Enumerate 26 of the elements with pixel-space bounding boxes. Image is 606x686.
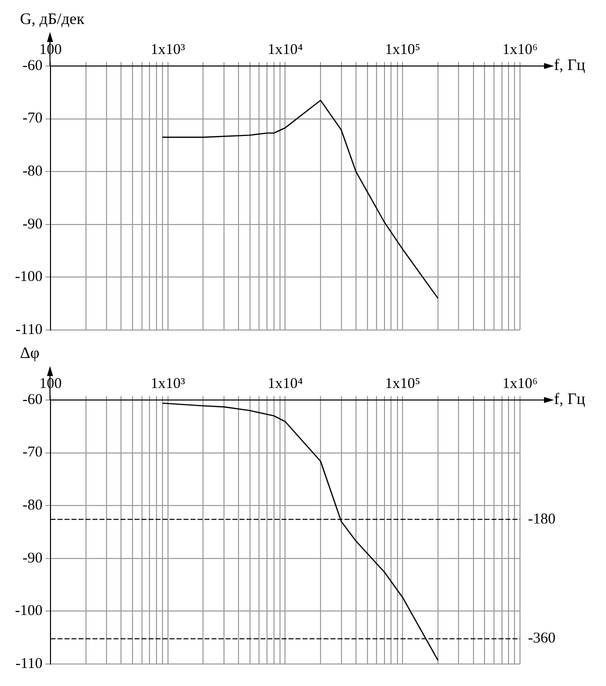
x-tick-label: 1x10⁴ — [268, 376, 303, 392]
y-tick-label: -70 — [22, 110, 42, 127]
x-tick-label: 1x10⁶ — [502, 376, 538, 392]
x-tick-label: 1x10⁴ — [268, 42, 303, 58]
y-tick-label: -90 — [22, 216, 42, 232]
y-tick-label: -110 — [16, 656, 42, 672]
y-tick-label: -80 — [22, 498, 42, 514]
y-tick-label: -110 — [16, 322, 42, 338]
y-tick-label: -100 — [14, 603, 42, 620]
y-axis-title: Δφ — [20, 345, 40, 362]
x-tick-label: 1x10³ — [150, 42, 186, 58]
x-tick-label: 1x10⁵ — [385, 376, 420, 392]
x-axis-title: f, Гц — [554, 391, 586, 408]
x-tick-label: 1x10³ — [150, 376, 186, 392]
y-axis-title: G, дБ/дек — [20, 11, 85, 28]
ref-line-label: -360 — [528, 630, 556, 647]
x-axis-title: f, Гц — [554, 57, 586, 74]
y-tick-label: -80 — [22, 164, 42, 180]
y-tick-label: -90 — [22, 550, 42, 566]
x-tick-label: 1x10⁶ — [502, 42, 538, 58]
x-tick-label: 1x10⁵ — [385, 42, 420, 58]
y-tick-label: -60 — [22, 392, 42, 408]
y-tick-label: -100 — [14, 269, 42, 286]
y-tick-label: -70 — [22, 444, 42, 461]
ref-line-label: -180 — [528, 511, 556, 528]
y-tick-label: -60 — [22, 58, 42, 74]
